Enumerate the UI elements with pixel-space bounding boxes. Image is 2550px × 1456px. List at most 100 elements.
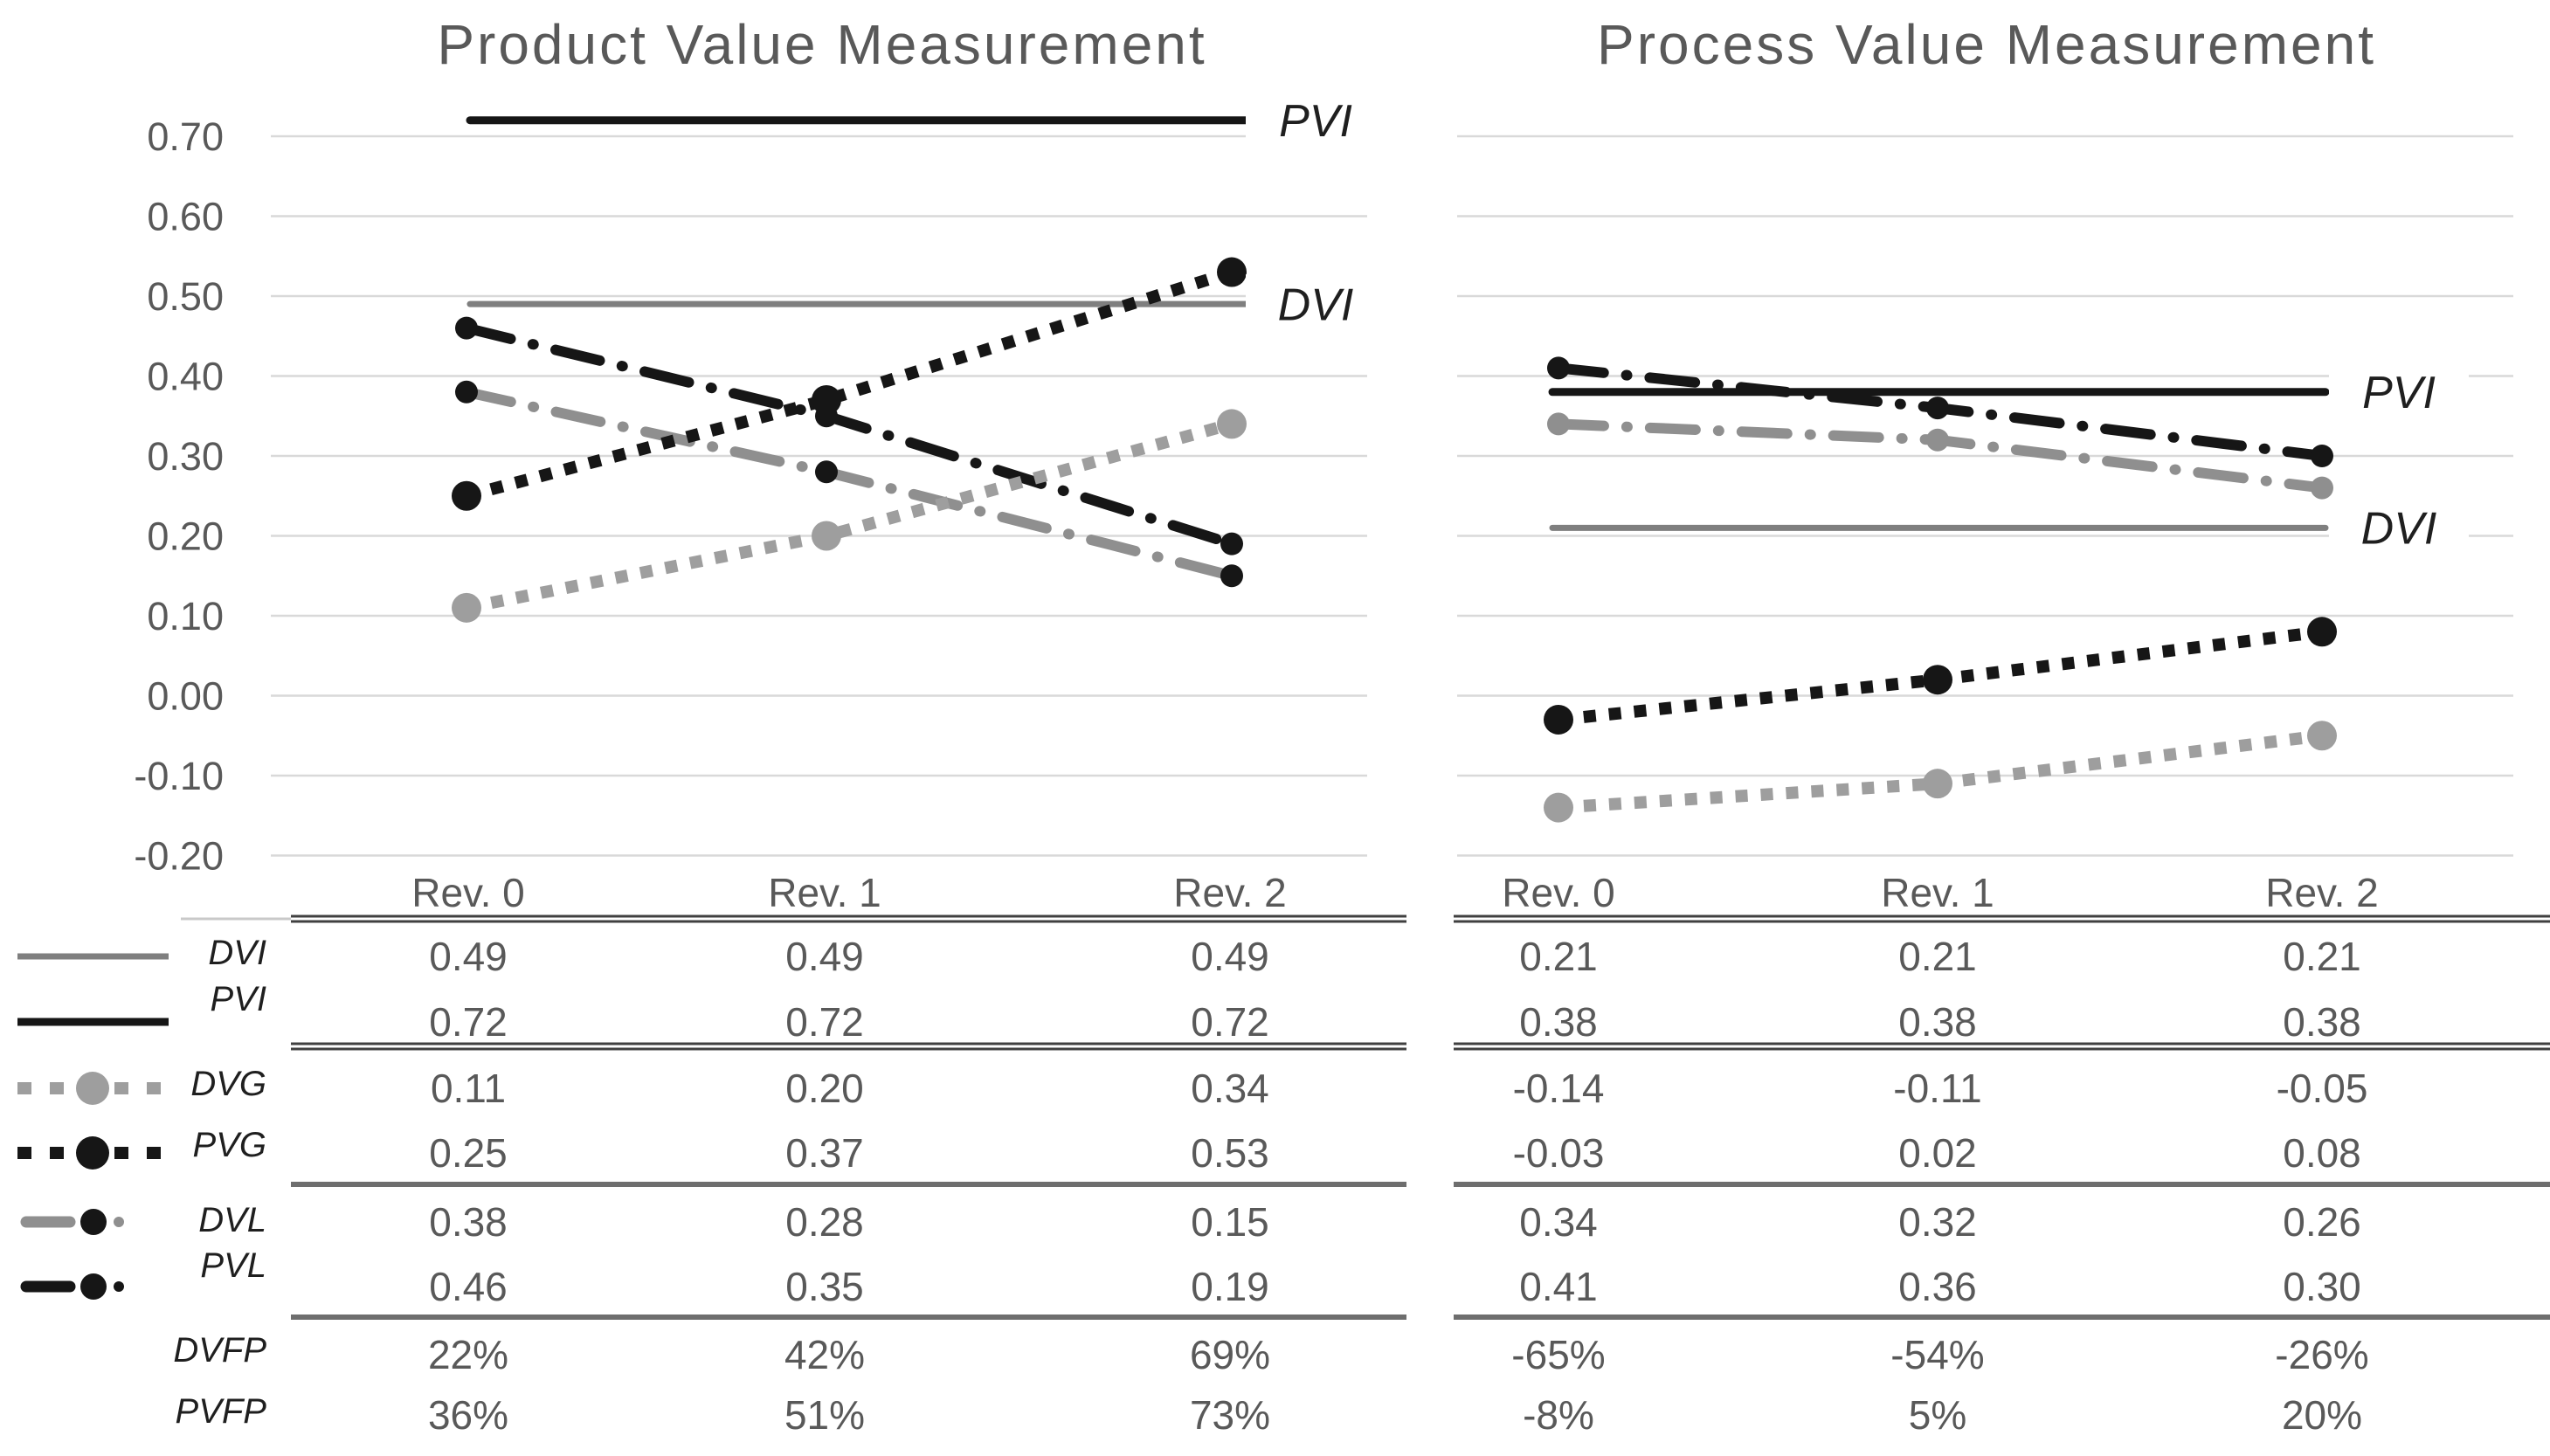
series-dvl-marker <box>2311 476 2333 500</box>
table-cell: 0.35 <box>785 1264 864 1309</box>
y-axis-tick-label: 0.00 <box>147 673 224 718</box>
legend-swatch-dvl-marker <box>80 1209 107 1235</box>
legend-swatch-pvl-dot <box>114 1281 124 1292</box>
table-cell: 42% <box>784 1332 865 1377</box>
y-axis-tick-label: 0.70 <box>147 114 224 159</box>
table-cell: 0.30 <box>2283 1264 2361 1309</box>
column-header: Rev. 0 <box>411 870 525 915</box>
table-cell: 0.72 <box>785 999 864 1045</box>
legend-label-dvfp: DVFP <box>173 1331 266 1370</box>
series-pvg-marker <box>812 384 841 415</box>
series-dvg-marker <box>812 521 841 551</box>
table-cell: -8% <box>1523 1392 1594 1438</box>
table-cell: 69% <box>1190 1332 1270 1377</box>
legend-label-pvi: PVI <box>211 980 266 1018</box>
table-cell: -0.11 <box>1893 1066 1981 1111</box>
y-axis-tick-label: -0.10 <box>134 754 224 798</box>
table-cell: -0.03 <box>1513 1130 1605 1176</box>
y-axis-tick-label: -0.20 <box>134 833 224 878</box>
legend-swatch-pvg-marker <box>76 1136 109 1170</box>
column-header: Rev. 2 <box>1173 870 1287 915</box>
table-cell: -0.14 <box>1513 1066 1605 1111</box>
series-dvg-marker <box>2307 721 2337 751</box>
series-dvl-marker <box>1220 564 1243 588</box>
legend-label-dvg: DVG <box>190 1065 266 1103</box>
table-cell: 0.34 <box>1191 1066 1269 1111</box>
column-header: Rev. 0 <box>1502 870 1615 915</box>
table-cell: 36% <box>428 1392 508 1438</box>
legend-label-dvl: DVL <box>198 1201 266 1239</box>
column-header: Rev. 1 <box>768 870 881 915</box>
table-cell: -26% <box>2275 1332 2368 1377</box>
series-pvg-marker <box>452 480 481 511</box>
y-axis-tick-label: 0.30 <box>147 434 224 479</box>
series-pvl-marker <box>1547 356 1570 380</box>
table-cell: 0.21 <box>1519 934 1598 979</box>
process-chart-title: Process Value Measurement <box>1597 13 2376 76</box>
product-chart-title: Product Value Measurement <box>437 13 1207 76</box>
y-axis-tick-label: 0.20 <box>147 514 224 558</box>
series-pvl-marker <box>455 316 478 340</box>
annotation-backdrop <box>1246 274 1386 335</box>
series-dvg-line <box>465 417 1234 614</box>
table-cell: 0.32 <box>1898 1199 1977 1245</box>
table-cell: 22% <box>428 1332 508 1377</box>
table-cell: 0.21 <box>2283 934 2361 979</box>
series-dvg-line <box>1558 729 2323 814</box>
table-cell: 0.72 <box>429 999 508 1045</box>
y-axis-tick-label: 0.40 <box>147 354 224 398</box>
series-dvl-marker <box>455 380 478 404</box>
table-cell: 0.08 <box>2283 1130 2361 1176</box>
legend-label-pvl: PVL <box>200 1246 266 1285</box>
table-cell: 20% <box>2282 1392 2362 1438</box>
series-dvl-marker <box>815 460 838 484</box>
series-pvl-marker <box>1220 532 1243 555</box>
series-annotation-pvi: PVI <box>2362 368 2436 418</box>
table-cell: 0.49 <box>1191 934 1269 979</box>
table-cell: 0.38 <box>1898 999 1977 1045</box>
series-pvg-marker <box>1544 704 1573 735</box>
series-annotation-pvi: PVI <box>1279 96 1352 147</box>
column-header: Rev. 1 <box>1881 870 1994 915</box>
table-cell: 0.38 <box>2283 999 2361 1045</box>
table-cell: 0.53 <box>1191 1130 1269 1176</box>
series-annotation-dvi: DVI <box>2361 504 2437 555</box>
table-cell: 0.38 <box>429 1199 508 1245</box>
table-cell: 0.72 <box>1191 999 1269 1045</box>
annotation-backdrop <box>2329 362 2469 422</box>
table-cell: 0.21 <box>1898 934 1977 979</box>
series-dvl-marker <box>1547 412 1570 436</box>
table-cell: 73% <box>1190 1392 1270 1438</box>
series-pvl-marker <box>1926 397 1949 420</box>
y-axis-tick-label: 0.10 <box>147 594 224 638</box>
table-cell: 0.28 <box>785 1199 864 1245</box>
series-dvg-marker <box>1544 792 1573 823</box>
table-cell: 0.41 <box>1519 1264 1598 1309</box>
table-cell: 0.46 <box>429 1264 508 1309</box>
series-pvl-line <box>461 322 1237 549</box>
table-cell: 0.37 <box>785 1130 864 1176</box>
legend-swatch-pvl-marker <box>80 1273 107 1300</box>
table-cell: 0.49 <box>429 934 508 979</box>
annotation-backdrop <box>1246 90 1386 150</box>
table-cell: 0.15 <box>1191 1199 1269 1245</box>
table-cell: 0.38 <box>1519 999 1598 1045</box>
legend-label-dvi: DVI <box>208 934 266 972</box>
legend-label-pvg: PVG <box>193 1126 266 1164</box>
table-cell: 0.26 <box>2283 1199 2361 1245</box>
table-cell: 0.25 <box>429 1130 508 1176</box>
table-cell: 0.20 <box>785 1066 864 1111</box>
legend-swatch-dvg-marker <box>76 1072 109 1105</box>
table-cell: 0.02 <box>1898 1130 1977 1176</box>
series-pvg-marker <box>1217 257 1247 287</box>
table-cell: 0.34 <box>1519 1199 1598 1245</box>
table-cell: -54% <box>1890 1332 1984 1377</box>
table-cell: 5% <box>1909 1392 1966 1438</box>
series-pvl-marker <box>2311 445 2333 467</box>
column-header: Rev. 2 <box>2265 870 2379 915</box>
series-dvl-marker <box>1926 428 1949 452</box>
table-cell: 0.11 <box>431 1066 506 1111</box>
table-cell: -0.05 <box>2277 1066 2368 1111</box>
